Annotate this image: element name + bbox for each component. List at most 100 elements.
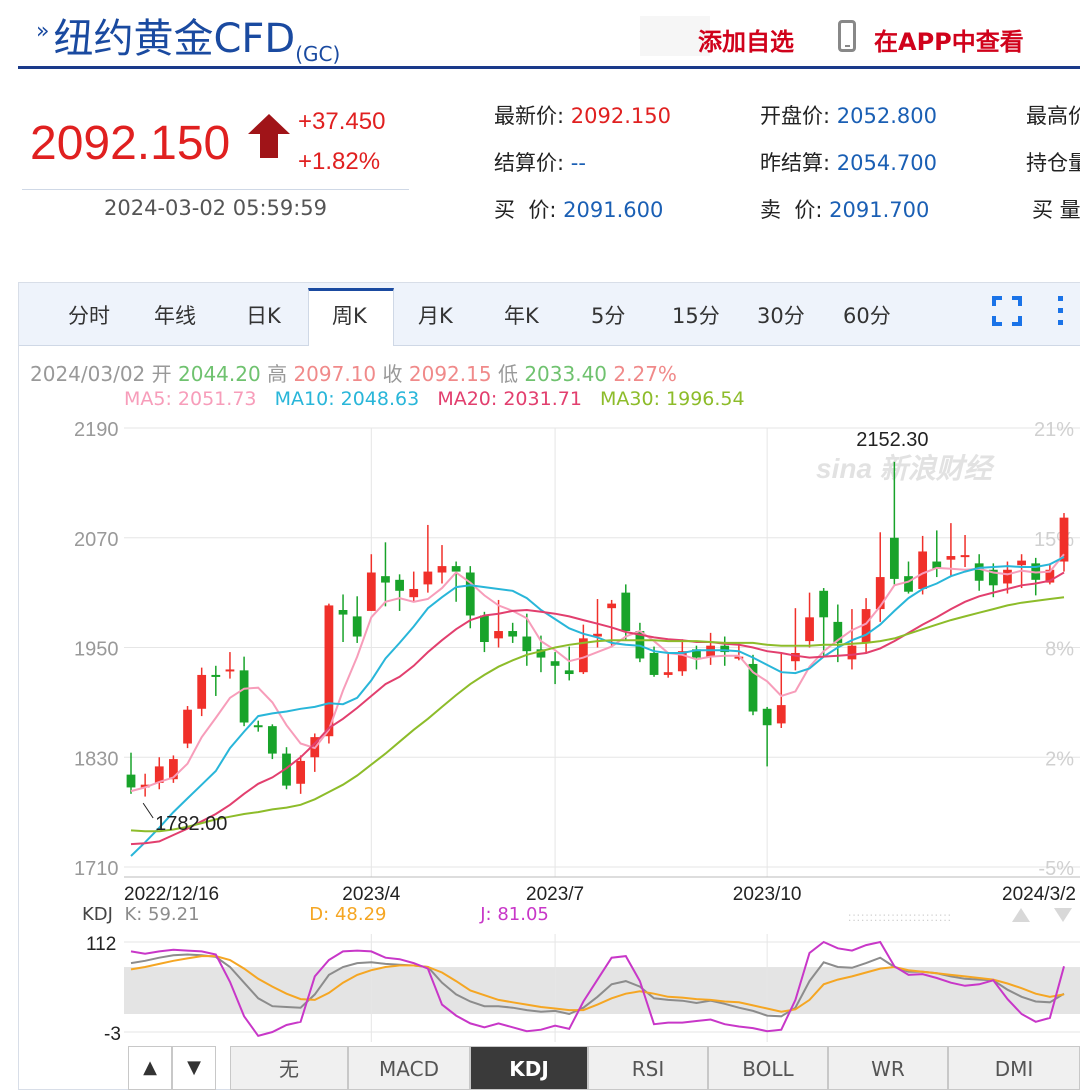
- view-in-app-link[interactable]: 在APP中查看: [874, 28, 1024, 56]
- x-tick-label: 2024/3/2: [1002, 884, 1076, 905]
- prev-settle-label: 昨结算:: [760, 151, 831, 175]
- kdj-d-label: D: 48.29: [309, 904, 387, 925]
- candle-body: [197, 674, 207, 709]
- phone-icon: [838, 20, 856, 52]
- tab-minute[interactable]: 分时: [68, 304, 110, 328]
- kdj-line-d: [130, 955, 1065, 1013]
- tab-weekly-k[interactable]: 周K: [332, 304, 367, 328]
- tab-5min[interactable]: 5分: [591, 304, 626, 328]
- candle-body: [932, 561, 942, 569]
- ohlc-date: 2024/03/02: [30, 362, 146, 386]
- ohlc-low-label: 低: [497, 362, 518, 386]
- ohlc-open: 2044.20: [178, 362, 261, 386]
- down-triangle-icon: ▼: [187, 1057, 201, 1078]
- indicator-tab-none[interactable]: 无: [230, 1046, 348, 1090]
- watermark: sina 新浪财经: [816, 453, 996, 484]
- header-shade: [640, 16, 710, 56]
- settle-value: --: [570, 151, 586, 175]
- x-tick-label: 2023/4: [342, 884, 401, 905]
- quote-latest: 最新价: 2092.150: [494, 100, 671, 130]
- candle-body: [677, 651, 687, 672]
- kdj-k-label: K: 59.21: [124, 904, 200, 925]
- tab-yearline[interactable]: 年线: [154, 304, 196, 328]
- candle-body: [762, 708, 772, 726]
- latest-label: 最新价:: [494, 104, 565, 128]
- max-annotation: 2152.30: [856, 429, 928, 451]
- tab-yearly-k[interactable]: 年K: [504, 304, 539, 328]
- candle-body: [211, 674, 221, 677]
- candle-body: [352, 616, 362, 637]
- quote-open-interest: 持仓量: [1026, 147, 1080, 177]
- price-change-pct: +1.82%: [298, 148, 381, 175]
- candle-body: [861, 609, 871, 643]
- candle-body: [239, 670, 249, 723]
- min-annotation: 1782.00: [155, 813, 227, 835]
- indicator-tab-boll[interactable]: BOLL: [708, 1046, 828, 1090]
- candle-body: [663, 672, 673, 675]
- indicator-tab-macd[interactable]: MACD: [348, 1046, 470, 1090]
- latest-value: 2092.150: [570, 104, 671, 128]
- y-tick-label: 1830: [74, 748, 119, 770]
- bid-value: 2091.600: [563, 198, 664, 222]
- tab-60min[interactable]: 60分: [843, 304, 891, 328]
- tab-30min[interactable]: 30分: [757, 304, 805, 328]
- quote-bid-volume: 买 量: [1032, 194, 1080, 224]
- ma-line-ma5: [130, 553, 1065, 793]
- candle-body: [154, 766, 164, 783]
- candle-body: [169, 759, 178, 780]
- candle-body: [395, 579, 404, 591]
- candle-body: [578, 638, 588, 673]
- candle-body: [649, 652, 659, 675]
- candle-body: [692, 649, 701, 658]
- period-tabbar: [19, 283, 1080, 346]
- quote-datetime: 2024-03-02 05:59:59: [104, 196, 328, 220]
- fullscreen-icon[interactable]: [992, 296, 1022, 326]
- indicator-tab-wr[interactable]: WR: [828, 1046, 948, 1090]
- tab-daily-k[interactable]: 日K: [246, 304, 281, 328]
- tab-15min[interactable]: 15分: [672, 304, 720, 328]
- indicator-tab-kdj[interactable]: KDJ: [470, 1046, 588, 1090]
- scroll-dots: ::::::::::::::::::::::::: [848, 910, 952, 924]
- candle-body: [593, 633, 602, 637]
- candle-body: [338, 610, 348, 615]
- pct-tick-label: -5%: [1038, 858, 1074, 880]
- scroll-down-icon: [1054, 908, 1072, 922]
- candle-body: [1045, 569, 1055, 583]
- kdj-tick-label: 112: [86, 934, 116, 955]
- y-tick-label: 2070: [74, 529, 119, 551]
- candle-body: [183, 709, 192, 744]
- quote-bid: 买 价: 2091.600: [494, 194, 663, 224]
- kdj-tick-label: -3: [104, 1024, 121, 1045]
- kdj-name: KDJ: [82, 904, 113, 925]
- candle-body: [791, 652, 800, 662]
- y-tick-label: 1950: [74, 639, 119, 661]
- scroll-right-button[interactable]: ▼: [172, 1046, 216, 1090]
- scroll-left-button[interactable]: ▲: [128, 1046, 172, 1090]
- tab-monthly-k[interactable]: 月K: [418, 304, 453, 328]
- candle-body: [918, 551, 928, 589]
- candle-body: [253, 725, 263, 728]
- candle-body: [805, 617, 814, 642]
- ma-line-ma10: [130, 556, 1065, 857]
- ask-value: 2091.700: [829, 198, 930, 222]
- quote-high: 最高价: [1026, 100, 1080, 130]
- candle-body: [748, 663, 758, 712]
- candle-body: [140, 784, 150, 788]
- indicator-tab-rsi[interactable]: RSI: [588, 1046, 708, 1090]
- ma-legend: MA5: 2051.73 MA10: 2048.63 MA20: 2031.71…: [124, 388, 745, 410]
- add-favorite-link[interactable]: 添加自选: [698, 28, 794, 56]
- ohlc-close: 2092.15: [408, 362, 492, 386]
- price-change: +37.450: [298, 108, 386, 135]
- x-tick-label: 2022/12/16: [124, 884, 219, 905]
- ma30-label: MA30: 1996.54: [600, 388, 745, 410]
- indicator-tab-dmi[interactable]: DMI: [948, 1046, 1080, 1090]
- pct-tick-label: 8%: [1045, 639, 1074, 661]
- candle-body: [833, 621, 843, 643]
- candle-body: [324, 605, 334, 737]
- candle-body: [720, 645, 730, 653]
- more-vertical-icon[interactable]: [1056, 294, 1066, 328]
- ma5-label: MA5: 2051.73: [124, 388, 257, 410]
- candle-body: [296, 760, 306, 784]
- oi-label: 持仓量: [1026, 151, 1080, 175]
